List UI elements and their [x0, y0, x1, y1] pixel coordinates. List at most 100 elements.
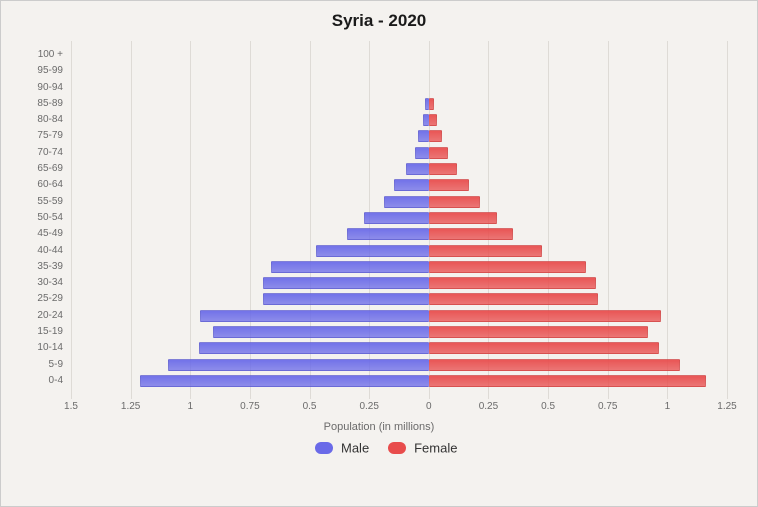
age-group-label: 45-49: [27, 226, 67, 242]
x-tick-label: 0.75: [598, 401, 617, 412]
pyramid-row: [71, 340, 727, 356]
pyramid-row: [71, 128, 727, 144]
female-bar: [429, 147, 448, 159]
pyramid-row: [71, 226, 727, 242]
female-bar: [429, 179, 470, 191]
male-bar: [213, 326, 429, 338]
female-bar: [429, 375, 706, 387]
age-group-label: 35-39: [27, 259, 67, 275]
bars-area: [71, 47, 727, 391]
male-bar: [140, 375, 429, 387]
female-bar: [429, 261, 586, 273]
pyramid-row: [71, 259, 727, 275]
female-bar: [429, 228, 514, 240]
female-bar: [429, 163, 458, 175]
male-bar: [394, 179, 429, 191]
male-bar: [384, 196, 429, 208]
age-group-label: 75-79: [27, 128, 67, 144]
female-bar: [429, 98, 434, 110]
male-bar: [415, 147, 429, 159]
pyramid-row: [71, 275, 727, 291]
x-tick-label: 1.25: [717, 401, 736, 412]
legend-female-label: Female: [414, 440, 457, 455]
pyramid-row: [71, 47, 727, 63]
age-group-label: 90-94: [27, 80, 67, 96]
pyramid-row: [71, 161, 727, 177]
age-group-label: 30-34: [27, 275, 67, 291]
age-group-label: 65-69: [27, 161, 67, 177]
female-bar: [429, 359, 681, 371]
male-bar: [168, 359, 429, 371]
pyramid-row: [71, 373, 727, 389]
x-axis: 1.51.2510.750.50.2500.250.50.7511.25: [71, 399, 727, 421]
male-bar: [406, 163, 429, 175]
pyramid-row: [71, 194, 727, 210]
male-bar: [364, 212, 428, 224]
age-group-label: 50-54: [27, 210, 67, 226]
x-tick-label: 0.5: [541, 401, 555, 412]
x-tick-label: 0.5: [303, 401, 317, 412]
female-bar: [429, 342, 659, 354]
age-group-label: 95-99: [27, 63, 67, 79]
female-bar: [429, 245, 542, 257]
age-group-label: 20-24: [27, 308, 67, 324]
female-bar: [429, 326, 648, 338]
age-group-label: 5-9: [27, 357, 67, 373]
age-group-label: 55-59: [27, 194, 67, 210]
pyramid-row: [71, 357, 727, 373]
pyramid-row: [71, 291, 727, 307]
age-group-label: 60-64: [27, 177, 67, 193]
female-bar: [429, 310, 662, 322]
male-bar: [263, 277, 429, 289]
male-bar: [263, 293, 429, 305]
x-tick-label: 1: [187, 401, 193, 412]
pyramid-row: [71, 243, 727, 259]
age-group-label: 10-14: [27, 340, 67, 356]
x-tick-label: 0: [426, 401, 432, 412]
pyramid-row: [71, 145, 727, 161]
female-bar: [429, 293, 598, 305]
chart-title: Syria - 2020: [15, 11, 743, 31]
male-swatch: [315, 442, 333, 454]
chart-container: Syria - 2020 100 +95-9990-9485-8980-8475…: [0, 0, 758, 507]
x-tick-label: 1: [665, 401, 671, 412]
pyramid-row: [71, 112, 727, 128]
pyramid-row: [71, 80, 727, 96]
x-tick-label: 1.25: [121, 401, 140, 412]
male-bar: [347, 228, 429, 240]
female-bar: [429, 130, 442, 142]
pyramid-row: [71, 324, 727, 340]
pyramid-row: [71, 63, 727, 79]
female-bar: [429, 196, 480, 208]
x-tick-label: 0.25: [479, 401, 498, 412]
female-bar: [429, 212, 497, 224]
plot-area: 100 +95-9990-9485-8980-8475-7970-7465-69…: [27, 41, 731, 421]
age-group-label: 100 +: [27, 47, 67, 63]
male-bar: [199, 342, 429, 354]
male-bar: [418, 130, 429, 142]
female-swatch: [388, 442, 406, 454]
y-axis-labels: 100 +95-9990-9485-8980-8475-7970-7465-69…: [27, 47, 67, 391]
age-group-label: 25-29: [27, 291, 67, 307]
age-group-label: 15-19: [27, 324, 67, 340]
age-group-label: 85-89: [27, 96, 67, 112]
male-bar: [271, 261, 428, 273]
male-bar: [200, 310, 429, 322]
x-tick-label: 0.25: [359, 401, 378, 412]
x-axis-title: Population (in millions): [15, 421, 743, 433]
legend: Male Female: [15, 439, 743, 457]
pyramid-row: [71, 210, 727, 226]
male-bar: [316, 245, 429, 257]
age-group-label: 0-4: [27, 373, 67, 389]
x-tick-label: 1.5: [64, 401, 78, 412]
female-bar: [429, 114, 437, 126]
age-group-label: 40-44: [27, 243, 67, 259]
age-group-label: 70-74: [27, 145, 67, 161]
female-bar: [429, 277, 596, 289]
legend-male-label: Male: [341, 440, 369, 455]
pyramid-row: [71, 96, 727, 112]
pyramid-row: [71, 308, 727, 324]
x-tick-label: 0.75: [240, 401, 259, 412]
age-group-label: 80-84: [27, 112, 67, 128]
pyramid-row: [71, 177, 727, 193]
